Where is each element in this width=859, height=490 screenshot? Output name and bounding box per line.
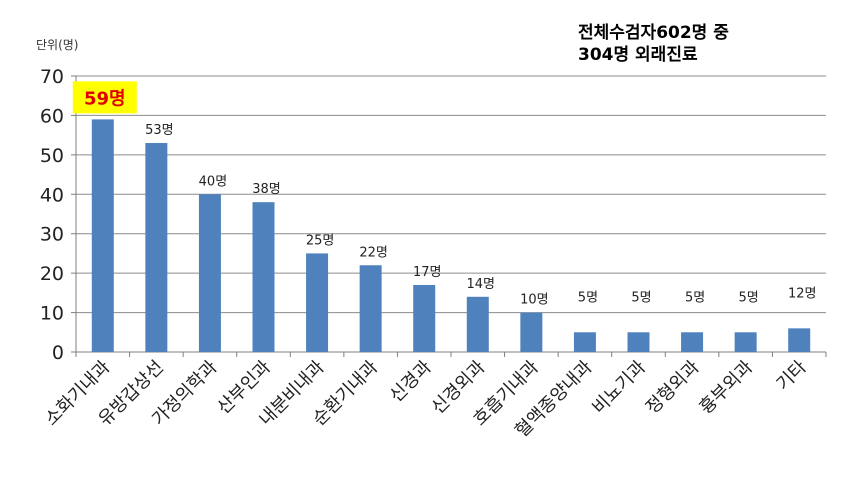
- bar: [413, 284, 436, 352]
- bar: [627, 332, 650, 352]
- x-tick-label: 정형외과: [642, 357, 704, 419]
- data-label: 5명: [739, 290, 759, 305]
- x-tick-label: 흉부외과: [695, 357, 757, 419]
- data-label: 12명: [788, 286, 817, 301]
- y-tick-label: 10: [40, 303, 64, 325]
- bar: [91, 119, 114, 352]
- bar: [145, 143, 168, 352]
- x-tick-label: 비뇨기과: [588, 357, 650, 419]
- data-label: 17명: [413, 265, 442, 280]
- data-label: 38명: [252, 182, 281, 197]
- chart-annotation: 전체수검자602명 중 304명 외래진료: [578, 22, 729, 66]
- bar: [734, 332, 757, 352]
- bar: [788, 328, 811, 352]
- data-label: 10명: [520, 293, 549, 308]
- annotation-line-1: 전체수검자602명 중: [578, 23, 729, 43]
- y-tick-label: 30: [40, 224, 64, 246]
- y-tick-label: 40: [40, 184, 64, 206]
- y-tick-label: 20: [40, 263, 64, 285]
- annotation-line-2: 304명 외래진료: [578, 45, 698, 65]
- x-tick-label: 신경과: [386, 357, 436, 407]
- y-tick-label: 50: [40, 145, 64, 167]
- bar: [681, 332, 704, 352]
- data-label: 40명: [199, 174, 228, 189]
- y-tick-label: 0: [52, 342, 64, 364]
- y-tick-label: 70: [40, 66, 64, 88]
- data-label: 14명: [467, 277, 496, 292]
- bar: [306, 253, 329, 352]
- x-tick-label: 기타: [772, 356, 811, 395]
- data-label: 5명: [631, 290, 651, 305]
- data-label: 25명: [306, 233, 335, 248]
- bar: [198, 194, 221, 352]
- data-label: 5명: [578, 290, 598, 305]
- data-label: 22명: [359, 245, 388, 260]
- unit-label: 단위(명): [36, 38, 79, 52]
- data-label: 53명: [145, 123, 174, 138]
- y-tick-label: 60: [40, 105, 64, 127]
- data-label: 5명: [685, 290, 705, 305]
- bar: [520, 312, 543, 352]
- highlight-box: [72, 81, 137, 114]
- bar: [252, 202, 275, 352]
- bar: [466, 296, 489, 352]
- bar: [573, 332, 596, 352]
- bar: [359, 265, 382, 352]
- data-label: 59명: [84, 88, 126, 109]
